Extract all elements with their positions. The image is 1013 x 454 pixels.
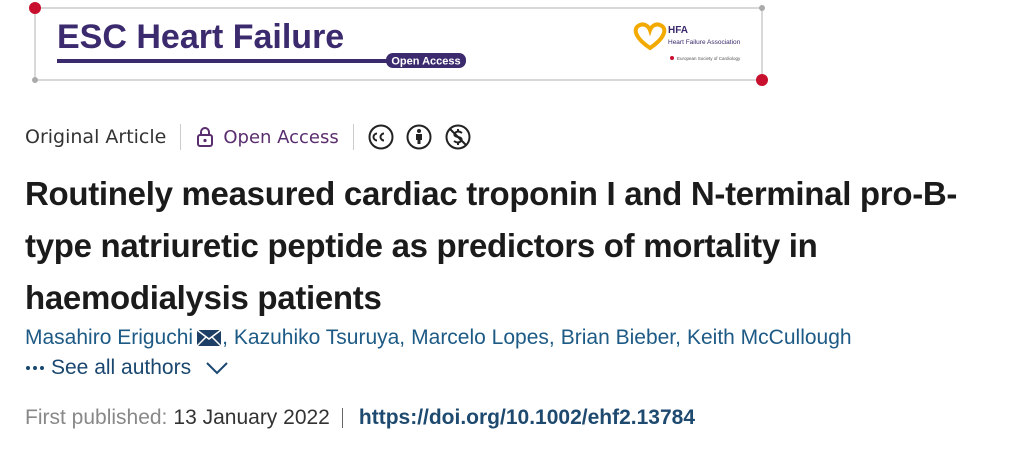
access-label[interactable]: Open Access — [223, 126, 339, 148]
publication-info: First published: 13 January 2022 https:/… — [25, 406, 695, 430]
author-separator: , — [548, 326, 555, 349]
author-list: Masahiro Eriguchi, Kazuhiko Tsuruya, Marce… — [25, 326, 852, 350]
journal-name: ESC Heart Failure — [57, 18, 344, 56]
doi-link[interactable]: https://doi.org/10.1002/ehf2.13784 — [358, 406, 695, 429]
author-separator: , — [399, 326, 406, 349]
license-icons[interactable] — [368, 123, 478, 151]
article-title: Routinely measured cardiac troponin I an… — [25, 175, 958, 316]
divider — [341, 408, 343, 428]
article-meta: Original Article Open Access — [25, 122, 478, 152]
author-name[interactable]: Kazuhiko Tsuruya — [233, 326, 400, 349]
published-date: 13 January 2022 — [173, 406, 330, 429]
author-name[interactable]: Marcelo Lopes — [411, 326, 549, 349]
email-icon[interactable] — [196, 329, 222, 347]
chevron-icon — [206, 362, 228, 375]
open-access-badge: Open Access — [391, 56, 460, 68]
article-type: Original Article — [25, 126, 167, 148]
society-parent: European Society of Cardiology — [677, 56, 741, 61]
author-name[interactable]: Keith McCullough — [686, 326, 852, 349]
author-name[interactable]: Masahiro Eriguchi — [25, 326, 194, 349]
see-all-authors[interactable]: See all authors — [25, 356, 231, 380]
journal-banner: ESC Heart Failure Open Access HFA Heart … — [29, 2, 768, 86]
published-label: First published: — [25, 406, 168, 429]
author-separator: , — [675, 326, 681, 349]
author-separator: , — [222, 326, 228, 349]
author-name[interactable]: Brian Bieber — [560, 326, 676, 349]
see-all-label: See all authors — [51, 356, 192, 379]
society-short: HFA — [668, 25, 688, 36]
society-name: Heart Failure Association — [668, 39, 741, 46]
lock-icon — [197, 127, 214, 147]
ellipsis-icon — [26, 366, 44, 370]
